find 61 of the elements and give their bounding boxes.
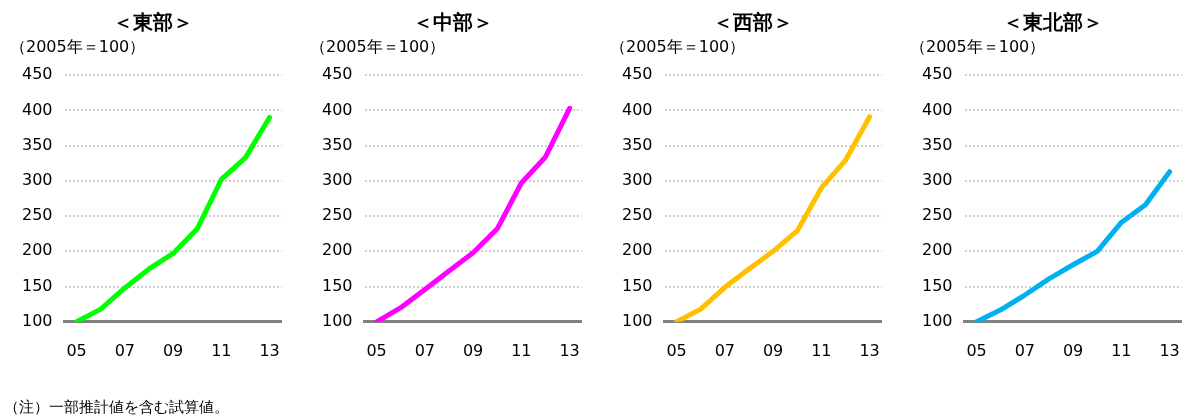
- y-tick-label: 100: [21, 310, 53, 330]
- y-axis-title: （2005年＝100）: [910, 36, 1046, 56]
- y-tick-label: 400: [21, 99, 53, 119]
- y-tick-label: 350: [321, 134, 353, 154]
- x-tick-label: 07: [414, 340, 436, 360]
- x-tick-label: 11: [1111, 340, 1132, 360]
- y-tick-label: 100: [321, 310, 353, 330]
- x-tick-label: 09: [162, 340, 184, 360]
- x-tick-label: 05: [366, 340, 387, 360]
- y-tick-label: 200: [621, 240, 653, 260]
- y-tick-label: 300: [921, 170, 953, 190]
- x-tick-label: 09: [762, 340, 784, 360]
- y-tick-label: 250: [921, 205, 953, 225]
- y-tick-label: 100: [921, 310, 953, 330]
- y-tick-label: 350: [21, 134, 53, 154]
- x-tick-label: 07: [114, 340, 136, 360]
- x-tick-label: 05: [66, 340, 87, 360]
- y-axis-title: （2005年＝100）: [610, 36, 746, 56]
- y-tick-label: 400: [321, 99, 353, 119]
- y-axis-title: （2005年＝100）: [10, 36, 146, 56]
- x-tick-label: 05: [966, 340, 987, 360]
- y-tick-label: 150: [321, 275, 353, 295]
- x-tick-label: 09: [1062, 340, 1084, 360]
- y-tick-label: 300: [621, 170, 653, 190]
- y-tick-label: 300: [321, 170, 353, 190]
- x-tick-label: 11: [811, 340, 832, 360]
- x-tick-label: 09: [462, 340, 484, 360]
- y-tick-label: 350: [621, 134, 653, 154]
- x-tick-label: 13: [259, 340, 280, 360]
- y-tick-label: 350: [921, 134, 953, 154]
- chart-title: ＜東北部＞: [1003, 10, 1103, 35]
- y-tick-label: 150: [21, 275, 53, 295]
- y-tick-label: 400: [921, 99, 953, 119]
- x-tick-label: 07: [714, 340, 736, 360]
- x-tick-label: 11: [511, 340, 532, 360]
- chart-title: ＜中部＞: [413, 10, 493, 35]
- chart-title: ＜東部＞: [113, 10, 193, 35]
- text: （注）一部推計値を含む試算値。: [4, 398, 229, 416]
- y-tick-label: 450: [21, 64, 53, 84]
- y-tick-label: 450: [921, 64, 953, 84]
- y-tick-label: 200: [21, 240, 53, 260]
- y-tick-label: 200: [321, 240, 353, 260]
- y-tick-label: 200: [921, 240, 953, 260]
- x-tick-label: 11: [211, 340, 232, 360]
- y-tick-label: 450: [321, 64, 353, 84]
- y-tick-label: 400: [621, 99, 653, 119]
- y-tick-label: 250: [21, 205, 53, 225]
- x-tick-label: 13: [859, 340, 880, 360]
- x-tick-label: 13: [1159, 340, 1180, 360]
- y-tick-label: 300: [21, 170, 53, 190]
- x-tick-label: 05: [666, 340, 687, 360]
- y-axis-title: （2005年＝100）: [310, 36, 446, 56]
- x-tick-label: 13: [559, 340, 580, 360]
- chart-title: ＜西部＞: [713, 10, 793, 35]
- y-tick-label: 250: [621, 205, 653, 225]
- x-tick-label: 07: [1014, 340, 1036, 360]
- y-tick-label: 100: [621, 310, 653, 330]
- y-tick-label: 150: [921, 275, 953, 295]
- y-tick-label: 450: [621, 64, 653, 84]
- y-tick-label: 250: [321, 205, 353, 225]
- y-tick-label: 150: [621, 275, 653, 295]
